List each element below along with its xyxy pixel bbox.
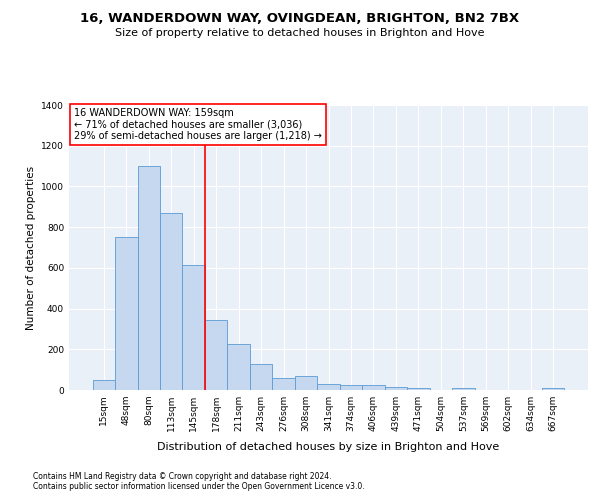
Bar [92, 380, 115, 390]
Text: Contains public sector information licensed under the Open Government Licence v3: Contains public sector information licen… [33, 482, 365, 491]
Bar [182, 265, 205, 390]
Text: 16 WANDERDOWN WAY: 159sqm
← 71% of detached houses are smaller (3,036)
29% of se: 16 WANDERDOWN WAY: 159sqm ← 71% of detac… [74, 108, 322, 141]
Bar [272, 378, 295, 390]
Bar [407, 388, 430, 390]
Bar [250, 364, 272, 390]
Bar [137, 166, 160, 390]
Text: Contains HM Land Registry data © Crown copyright and database right 2024.: Contains HM Land Registry data © Crown c… [33, 472, 331, 481]
Y-axis label: Number of detached properties: Number of detached properties [26, 166, 35, 330]
Bar [295, 376, 317, 390]
Bar [340, 385, 362, 390]
Bar [115, 238, 137, 390]
Bar [205, 320, 227, 390]
Bar [362, 385, 385, 390]
Bar [160, 213, 182, 390]
Bar [317, 384, 340, 390]
Bar [452, 388, 475, 390]
Bar [227, 344, 250, 390]
Text: Distribution of detached houses by size in Brighton and Hove: Distribution of detached houses by size … [157, 442, 499, 452]
Bar [385, 387, 407, 390]
Bar [542, 388, 565, 390]
Text: Size of property relative to detached houses in Brighton and Hove: Size of property relative to detached ho… [115, 28, 485, 38]
Text: 16, WANDERDOWN WAY, OVINGDEAN, BRIGHTON, BN2 7BX: 16, WANDERDOWN WAY, OVINGDEAN, BRIGHTON,… [80, 12, 520, 26]
